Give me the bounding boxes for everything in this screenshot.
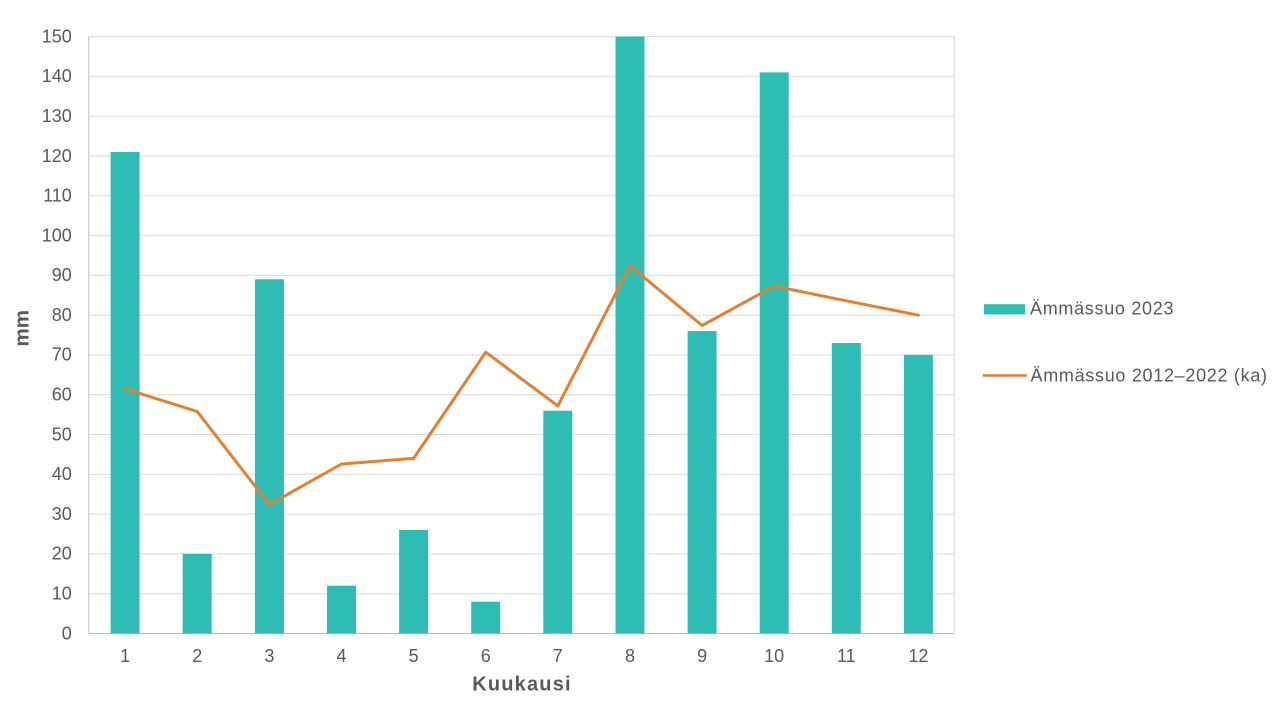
svg-text:110: 110 bbox=[43, 186, 72, 206]
svg-text:2: 2 bbox=[192, 646, 202, 666]
svg-text:140: 140 bbox=[42, 66, 72, 86]
svg-text:8: 8 bbox=[625, 646, 635, 666]
svg-text:6: 6 bbox=[481, 646, 491, 666]
svg-text:12: 12 bbox=[908, 646, 928, 666]
svg-text:10: 10 bbox=[52, 584, 72, 604]
svg-text:3: 3 bbox=[264, 646, 274, 666]
svg-text:mm: mm bbox=[10, 310, 33, 346]
svg-text:20: 20 bbox=[52, 544, 72, 564]
svg-text:7: 7 bbox=[553, 646, 563, 666]
svg-text:9: 9 bbox=[697, 646, 707, 666]
svg-text:4: 4 bbox=[336, 646, 346, 666]
svg-text:5: 5 bbox=[409, 646, 419, 666]
svg-text:11: 11 bbox=[837, 646, 856, 666]
svg-text:40: 40 bbox=[52, 464, 72, 484]
svg-text:60: 60 bbox=[52, 385, 72, 405]
svg-text:50: 50 bbox=[52, 424, 72, 444]
svg-text:Ämmässuo 2012–2022 (ka): Ämmässuo 2012–2022 (ka) bbox=[1031, 366, 1268, 386]
svg-text:150: 150 bbox=[42, 26, 72, 46]
svg-text:10: 10 bbox=[764, 646, 784, 666]
svg-text:90: 90 bbox=[52, 265, 72, 285]
svg-text:70: 70 bbox=[52, 345, 72, 365]
svg-text:30: 30 bbox=[52, 504, 72, 524]
svg-text:0: 0 bbox=[62, 623, 72, 643]
svg-text:1: 1 bbox=[120, 646, 130, 666]
svg-text:Kuukausi: Kuukausi bbox=[472, 674, 572, 696]
svg-text:100: 100 bbox=[42, 225, 72, 245]
svg-text:Ämmässuo 2023: Ämmässuo 2023 bbox=[1030, 299, 1174, 319]
svg-text:80: 80 bbox=[52, 305, 72, 325]
svg-text:130: 130 bbox=[42, 106, 72, 126]
svg-text:120: 120 bbox=[42, 146, 72, 166]
